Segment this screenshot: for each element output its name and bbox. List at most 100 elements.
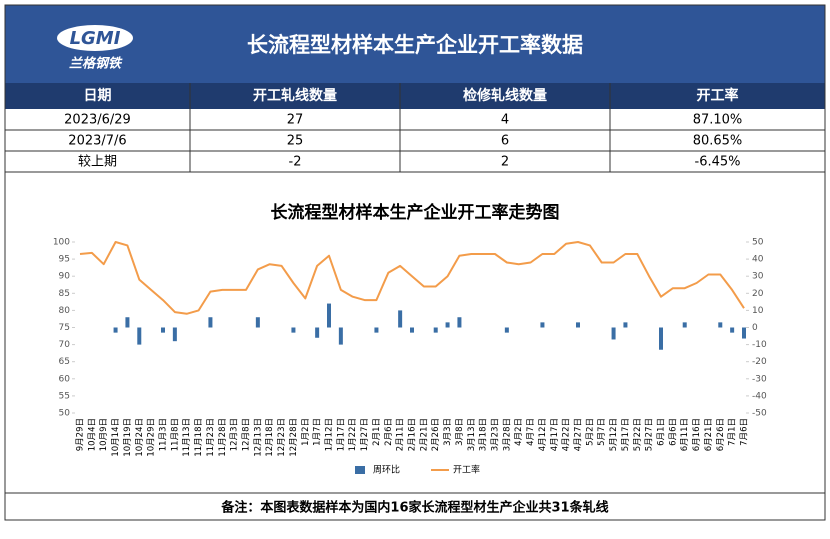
x-tick-label: 10月14日 [111,418,121,457]
line [79,241,745,315]
x-tick-label: 5月17日 [621,418,631,451]
bar [730,327,735,333]
x-tick-label: 7月1日 [728,418,738,446]
x-tick-label: 2月6日 [384,418,394,446]
chart-title: 长流程型材样本生产企业开工率走势图 [271,202,560,223]
x-tick-label: 1月17日 [336,418,346,451]
x-tick-label: 6月26日 [716,418,726,451]
x-tick-label: 5月12日 [609,418,619,451]
bar [742,327,746,339]
bar [682,322,687,328]
bar [291,327,296,333]
y2-tick-label: -20 [752,357,767,367]
y2-tick-label: -50 [752,409,767,419]
cell: 4 [501,113,509,128]
x-tick-label: 2月11日 [396,418,406,451]
y-tick-label: 80 [59,306,71,316]
y-tick-label: 70 [59,340,71,350]
x-tick-label: 3月23日 [491,418,501,451]
cell: 6 [501,134,509,149]
x-tick-label: 5月27日 [645,418,655,451]
y2-tick-label: 0 [752,323,758,333]
cell: 27 [287,113,304,128]
x-tick-label: 11月13日 [182,418,192,457]
bar [659,327,663,350]
y2-tick-label: 10 [752,306,764,316]
x-tick-label: 11月3日 [159,418,169,451]
x-tick-label: 6月6日 [668,418,678,446]
bar [445,322,450,328]
cell: -2 [289,155,302,170]
x-tick-label: 11月8日 [170,418,180,451]
cell: 25 [287,134,304,149]
bar [208,317,213,328]
y-tick-label: 55 [59,391,70,401]
bar [457,317,462,328]
y2-tick-label: -10 [752,340,767,350]
bar [125,317,130,328]
header-bar [5,5,825,83]
x-tick-label: 1月7日 [313,418,323,446]
x-tick-label: 3月28日 [502,418,512,451]
bar [540,322,545,328]
cell: 2023/6/29 [64,113,131,128]
column-header: 检修轧线数量 [463,87,547,104]
bar [338,327,343,345]
x-tick-label: 11月28日 [218,418,228,457]
x-tick-label: 12月8日 [242,418,252,451]
x-tick-label: 1月27日 [360,418,370,451]
column-header: 开工轧线数量 [253,87,337,104]
bar [718,322,723,328]
cell: 2 [501,155,509,170]
x-tick-label: 2月21日 [419,418,429,451]
x-tick-label: 3月18日 [479,418,489,451]
x-tick-label: 3月13日 [467,418,477,451]
x-tick-label: 12月23日 [277,418,287,457]
x-tick-label: 1月12日 [325,418,335,451]
y2-tick-label: 50 [752,238,764,248]
x-tick-label: 1月2日 [301,418,311,446]
cell: -6.45% [695,155,741,170]
x-tick-label: 12月28日 [289,418,299,457]
x-tick-label: 2月1日 [372,418,382,446]
y-tick-label: 100 [53,238,70,248]
bar [410,327,414,333]
legend-swatch [355,466,365,474]
x-tick-label: 10月24日 [135,418,145,457]
y-tick-label: 90 [59,272,71,282]
bar [315,327,320,338]
x-tick-label: 11月23日 [206,418,216,457]
x-tick-label: 12月3日 [230,418,240,451]
y2-tick-label: 40 [752,255,764,265]
legend-label: 周环比 [373,464,400,476]
x-tick-label: 11月18日 [194,418,204,457]
y-tick-label: 75 [59,323,70,333]
y-tick-label: 85 [59,289,70,299]
logo: LGMI [70,28,121,49]
bar [374,327,379,333]
x-tick-label: 5月22日 [633,418,643,451]
bar [611,327,616,340]
bar [576,322,580,328]
x-tick-label: 6月1日 [657,418,667,446]
x-tick-label: 2月16日 [408,418,418,451]
x-tick-label: 1月22日 [348,418,358,451]
bar [504,327,509,333]
cell: 87.10% [693,113,743,128]
table: 日期 开工轧线数量 检修轧线数量 开工率 2023/6/29 27 4 87.10% 2023/… [5,83,825,173]
bar [113,327,118,333]
logo-badge [57,25,133,51]
x-tick-label: 3月8日 [455,418,465,446]
x-tick-label: 5月2日 [585,418,595,446]
chart: 长流程型材样本生产企业开工率走势图50556065707580859095100… [53,202,767,476]
y2-tick-label: 30 [752,272,764,282]
y2-tick-label: -40 [752,391,767,401]
x-tick-label: 3月3日 [443,418,453,446]
x-tick-label: 2月26日 [431,418,441,451]
x-tick-label: 6月21日 [704,418,714,451]
bar [161,327,165,333]
x-tick-label: 10月9日 [99,418,109,451]
x-tick-label: 10月19日 [123,418,133,457]
y-tick-label: 65 [59,357,70,367]
